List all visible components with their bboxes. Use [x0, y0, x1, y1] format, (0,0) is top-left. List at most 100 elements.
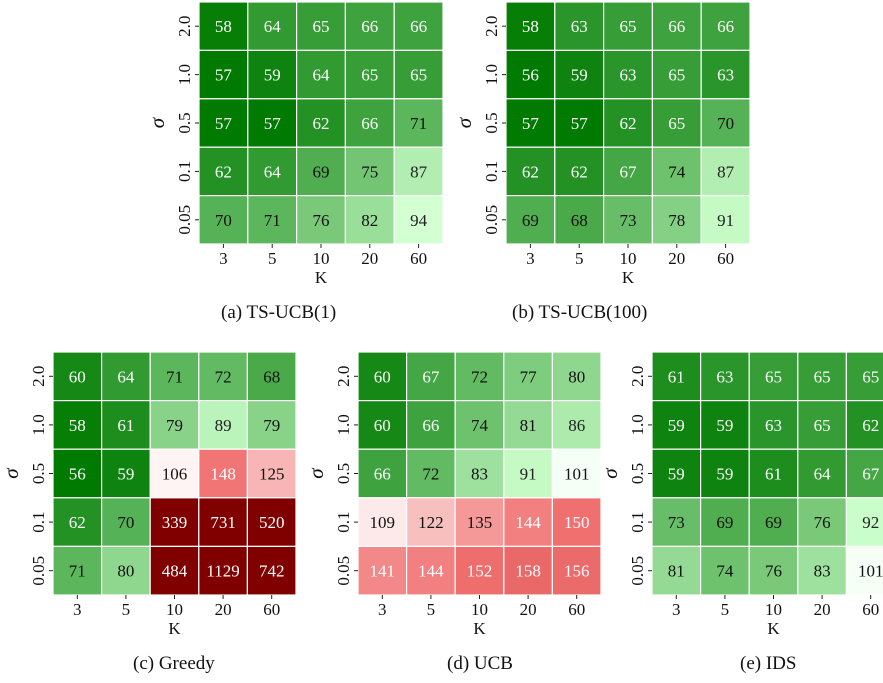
cell-value-label: 61 [765, 465, 782, 484]
heatmap-cell [845, 545, 883, 596]
heatmap-cell [454, 448, 505, 499]
heatmap-cell [699, 448, 750, 499]
cell-value-label: 67 [862, 465, 880, 484]
cell-value-label: 59 [716, 465, 733, 484]
heatmap-cell [503, 400, 553, 450]
heatmap-cell [845, 351, 883, 402]
x-tick-label: 5 [427, 600, 436, 619]
x-tick-label: 20 [814, 600, 831, 619]
cell-value-label: 70 [717, 114, 734, 133]
heatmap-cell [296, 195, 347, 245]
cell-value-label: 59 [668, 416, 685, 435]
cell-value-label: 92 [862, 513, 879, 532]
cell-value-label: 1129 [206, 562, 239, 581]
y-tick-label: 1.0 [482, 64, 501, 85]
cell-value-label: 91 [717, 211, 734, 230]
x-tick-label: 60 [862, 600, 879, 619]
heatmap-cell [602, 1, 653, 52]
cell-value-label: 65 [862, 367, 879, 386]
cell-value-label: 65 [814, 367, 831, 386]
x-tick-label: 60 [717, 249, 734, 268]
heatmap-cell [797, 400, 847, 450]
y-tick-label: 1.0 [334, 414, 353, 435]
cell-value-label: 64 [264, 162, 282, 181]
heatmap-cell [357, 497, 408, 547]
heatmap-cell [52, 545, 103, 596]
cell-value-label: 86 [568, 416, 585, 435]
y-tick-label: 0.05 [628, 556, 647, 586]
cell-value-label: 62 [862, 416, 879, 435]
cell-value-label: 67 [620, 162, 638, 181]
cell-value-label: 63 [717, 66, 734, 85]
cell-value-label: 106 [162, 465, 188, 484]
cell-value-label: 63 [571, 17, 588, 36]
cell-value-label: 73 [668, 513, 685, 532]
heatmap-cell [246, 351, 297, 402]
heatmap-cell [748, 497, 799, 547]
cell-value-label: 59 [571, 66, 588, 85]
heatmap-cell [149, 497, 200, 547]
heatmap-cell [149, 351, 200, 402]
x-tick-label: 3 [219, 249, 228, 268]
cell-value-label: 148 [210, 465, 236, 484]
x-axis-label: K [473, 619, 486, 638]
cell-value-label: 63 [620, 66, 637, 85]
cell-value-label: 78 [668, 211, 685, 230]
heatmap-cell [651, 545, 702, 596]
y-tick-label: 0.1 [175, 161, 194, 182]
cell-value-label: 72 [471, 367, 488, 386]
heatmap-cell [748, 448, 799, 499]
x-axis-label: K [622, 268, 635, 287]
heatmap-cell [748, 351, 799, 402]
heatmap-panel-e: 61 63 65 65 65 59 59 63 65 62 59 59 61 64 67 73 69 69 76 92… [598, 351, 883, 638]
heatmap-cell [554, 1, 605, 52]
x-tick-label: 3 [672, 600, 681, 619]
heatmap-cell [406, 400, 456, 450]
y-tick-label: 1.0 [175, 64, 194, 85]
cell-value-label: 66 [374, 465, 391, 484]
cell-value-label: 57 [571, 114, 589, 133]
y-tick-label: 2.0 [482, 16, 501, 37]
heatmap-cell [198, 195, 249, 245]
cell-value-label: 94 [410, 211, 428, 230]
cell-value-label: 69 [716, 513, 733, 532]
caption-d: (d) UCB [447, 653, 513, 674]
y-tick-label: 0.1 [334, 511, 353, 532]
cell-value-label: 66 [410, 17, 427, 36]
cell-value-label: 61 [117, 416, 134, 435]
caption-c: (c) Greedy [133, 653, 215, 674]
cell-value-label: 79 [166, 416, 183, 435]
cell-value-label: 65 [620, 17, 637, 36]
heatmap-cell [505, 195, 556, 245]
y-axis-label: σ [598, 467, 622, 479]
heatmap-cell [700, 195, 751, 245]
heatmap-cell [344, 146, 395, 197]
cell-value-label: 65 [668, 66, 685, 85]
cell-value-label: 144 [418, 562, 444, 581]
cell-value-label: 57 [264, 114, 282, 133]
heatmap-cell [503, 545, 553, 596]
cell-value-label: 74 [716, 562, 734, 581]
x-tick-label: 20 [668, 249, 685, 268]
cell-value-label: 125 [259, 465, 285, 484]
x-tick-label: 5 [268, 249, 277, 268]
cell-value-label: 74 [471, 416, 489, 435]
heatmap-panel-a: 58 64 65 66 66 57 59 64 65 65 57 57 62 66 71 62 64 69 75 87… [145, 1, 444, 287]
heatmap-cell [100, 448, 151, 499]
cell-value-label: 63 [765, 416, 782, 435]
x-tick-label: 60 [263, 600, 280, 619]
heatmap-cell [551, 400, 602, 450]
heatmap-cell [651, 1, 702, 52]
cell-value-label: 158 [515, 562, 541, 581]
cell-value-label: 64 [814, 465, 832, 484]
y-tick-label: 0.5 [482, 112, 501, 133]
cell-value-label: 339 [162, 513, 188, 532]
cell-value-label: 60 [69, 367, 86, 386]
heatmap-cell [246, 497, 297, 547]
heatmap-cell [454, 545, 505, 596]
heatmap-cell [503, 448, 553, 499]
cell-value-label: 81 [520, 416, 537, 435]
heatmap-cell [845, 400, 883, 450]
x-tick-label: 5 [721, 600, 730, 619]
